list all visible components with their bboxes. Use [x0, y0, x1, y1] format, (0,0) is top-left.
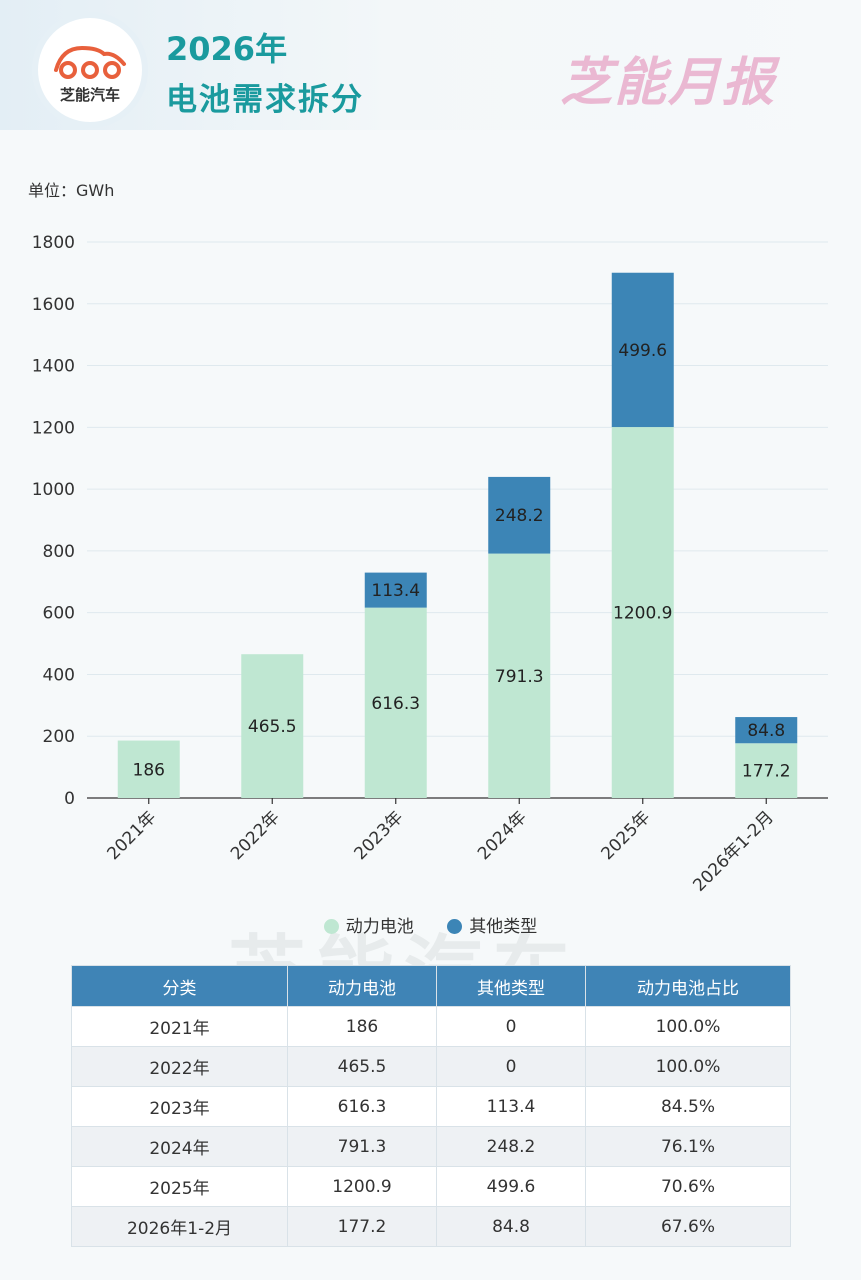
x-tick-label: 2024年 — [474, 807, 531, 864]
legend-dot-other — [447, 919, 463, 934]
table-header-row: 分类 动力电池 其他类型 动力电池占比 — [71, 965, 791, 1007]
y-tick-label: 1200 — [32, 418, 75, 438]
data-table: 分类 动力电池 其他类型 动力电池占比 2021年 186 0 100.0% 2… — [71, 965, 791, 1247]
logo-text: 芝能汽车 — [59, 86, 120, 104]
table-cell: 100.0% — [585, 1006, 791, 1047]
data-label-power: 186 — [133, 760, 165, 780]
x-tick-label: 2021年 — [104, 807, 161, 864]
x-tick-label: 2026年1-2月 — [689, 807, 777, 895]
data-label-power: 465.5 — [248, 717, 297, 737]
table-header-share: 动力电池占比 — [585, 965, 791, 1007]
data-label-other: 84.8 — [747, 721, 785, 741]
table-cell: 2024年 — [71, 1126, 288, 1167]
table-header-power: 动力电池 — [287, 965, 437, 1007]
y-tick-label: 1600 — [32, 295, 75, 315]
table-cell: 0 — [436, 1046, 586, 1087]
x-tick-label: 2023年 — [351, 807, 408, 864]
table-cell: 100.0% — [585, 1046, 791, 1087]
legend-label-other: 其他类型 — [469, 917, 538, 937]
bar-power — [488, 553, 551, 798]
table-cell: 2026年1-2月 — [71, 1206, 288, 1247]
table-cell: 791.3 — [287, 1126, 437, 1167]
y-tick-label: 1800 — [32, 233, 75, 253]
page-title: 电池需求拆分 — [166, 82, 364, 118]
table-cell: 0 — [436, 1006, 586, 1047]
table-row: 2023年 616.3 113.4 84.5% — [71, 1086, 791, 1127]
table-header-category: 分类 — [71, 965, 288, 1007]
table-cell: 2023年 — [71, 1086, 288, 1127]
table-cell: 1200.9 — [287, 1166, 437, 1207]
table-cell: 84.8 — [436, 1206, 586, 1247]
y-tick-label: 1400 — [32, 357, 75, 377]
table-cell: 177.2 — [287, 1206, 437, 1247]
x-tick-label: 2025年 — [598, 807, 655, 864]
legend-item-other: 其他类型 — [447, 912, 537, 937]
stacked-bar-chart: 0 200 400 600 800 1000 1200 1400 1600 1800 186 2021… — [32, 233, 828, 896]
table-row: 2024年 791.3 248.2 76.1% — [71, 1126, 791, 1167]
y-tick-label: 600 — [43, 604, 75, 624]
header-band: 芝能汽车 2026年 电池需求拆分 芝能月报 — [0, 0, 861, 130]
table-row: 2022年 465.5 0 100.0% — [71, 1046, 791, 1087]
table-cell: 465.5 — [287, 1046, 437, 1087]
bar-other — [364, 572, 427, 608]
table-header-other: 其他类型 — [436, 965, 586, 1007]
data-label-power: 1200.9 — [613, 604, 672, 624]
data-label-other: 499.6 — [618, 341, 667, 361]
table-cell: 2022年 — [71, 1046, 288, 1087]
table-cell: 76.1% — [585, 1126, 791, 1167]
data-label-power: 791.3 — [495, 667, 544, 687]
table-cell: 2021年 — [71, 1006, 288, 1047]
y-tick-label: 1000 — [32, 480, 75, 500]
legend-dot-power — [323, 919, 339, 934]
data-label-power: 177.2 — [742, 762, 791, 782]
data-label-power: 616.3 — [371, 694, 420, 714]
table-cell: 70.6% — [585, 1166, 791, 1207]
table-cell: 113.4 — [436, 1086, 586, 1127]
table-cell: 499.6 — [436, 1166, 586, 1207]
table-row: 2021年 186 0 100.0% — [71, 1006, 791, 1047]
table-cell: 616.3 — [287, 1086, 437, 1127]
bar-power — [611, 427, 674, 798]
table-cell: 186 — [287, 1006, 437, 1047]
y-tick-label: 400 — [43, 665, 75, 685]
bar-other — [735, 717, 798, 744]
table-cell: 2025年 — [71, 1166, 288, 1207]
data-label-other: 113.4 — [371, 581, 420, 601]
table-cell: 67.6% — [585, 1206, 791, 1247]
y-tick-label: 200 — [43, 727, 75, 747]
logo: 芝能汽车 — [38, 18, 142, 122]
bar-power — [117, 740, 180, 798]
page-title-year: 2026年 — [166, 30, 288, 68]
table-cell: 248.2 — [436, 1126, 586, 1167]
bar-power — [364, 607, 427, 798]
bar-other — [611, 272, 674, 428]
y-tick-label: 0 — [64, 789, 75, 809]
chart-legend: 动力电池 其他类型 — [0, 912, 861, 937]
y-tick-label: 800 — [43, 542, 75, 562]
car-logo-icon — [54, 45, 126, 79]
bar-other — [488, 476, 551, 554]
table-cell: 84.5% — [585, 1086, 791, 1127]
data-label-other: 248.2 — [495, 506, 544, 526]
table-row: 2026年1-2月 177.2 84.8 67.6% — [71, 1206, 791, 1247]
bar-power — [735, 743, 798, 798]
unit-label: 单位：GWh — [28, 181, 115, 200]
brand-mark: 芝能月报 — [560, 53, 777, 113]
x-tick-label: 2022年 — [227, 807, 284, 864]
bar-power — [241, 654, 304, 798]
legend-label-power: 动力电池 — [345, 917, 414, 937]
legend-item-power: 动力电池 — [323, 912, 414, 937]
table-row: 2025年 1200.9 499.6 70.6% — [71, 1166, 791, 1207]
